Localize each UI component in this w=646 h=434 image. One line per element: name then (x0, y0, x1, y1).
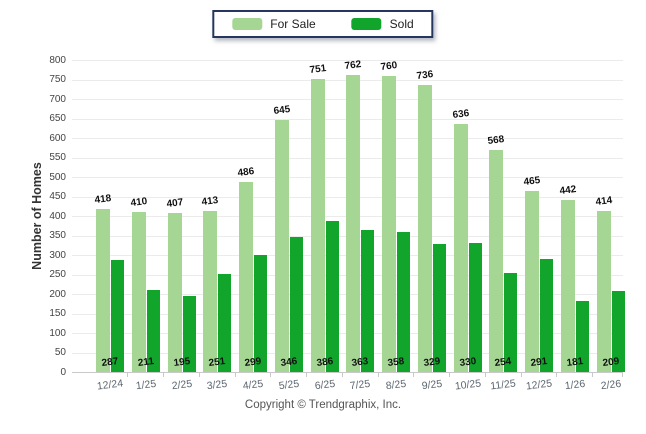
bar-for-sale (382, 75, 396, 372)
bar-sold (325, 221, 339, 372)
x-axis-tick (520, 372, 522, 377)
y-tick-label: 350 (49, 230, 66, 241)
x-axis-tick (449, 372, 451, 377)
y-tick-label: 750 (49, 74, 66, 85)
bar-sold (432, 243, 446, 372)
y-tick-label: 50 (54, 347, 66, 358)
y-tick-label: 0 (60, 366, 66, 378)
for-sale-value-label: 645 (272, 104, 291, 118)
x-axis-tick (163, 372, 165, 377)
x-axis-tick (127, 372, 129, 377)
bar-sold (397, 232, 410, 372)
bar-for-sale (203, 210, 218, 372)
y-axis-tick-labels: 0 50 100 150 200 250 300 350 400 450 500 550 600 650 7… (0, 55, 66, 378)
y-tick-label: 150 (49, 308, 66, 319)
x-axis-tick (234, 372, 236, 377)
bar-sold (111, 260, 124, 372)
for-sale-value-label: 636 (451, 107, 470, 121)
x-axis-line (72, 372, 623, 373)
gridline (72, 60, 623, 61)
copyright-text: Copyright © Trendgraphix, Inc. (244, 399, 402, 411)
bar-for-sale (167, 213, 182, 372)
for-sale-value-label: 568 (487, 134, 506, 148)
x-axis-tick (484, 372, 486, 377)
legend-item-for-sale: For Sale (232, 17, 316, 31)
bar-for-sale (417, 84, 432, 372)
x-axis-tick (341, 372, 343, 377)
sold-swatch-icon (351, 18, 382, 30)
x-axis-tick (592, 372, 594, 377)
x-axis-tick (622, 372, 623, 377)
chart-legend: For Sale Sold (212, 10, 434, 38)
bar-for-sale (346, 74, 361, 372)
y-tick-label: 300 (49, 249, 66, 261)
bar-for-sale (596, 210, 611, 372)
bar-for-sale (525, 190, 539, 372)
bar-sold (611, 290, 625, 372)
bar-sold (289, 237, 303, 372)
x-axis-tick (198, 372, 200, 377)
y-tick-label: 500 (49, 171, 66, 183)
bar-for-sale (274, 120, 289, 372)
x-axis-tick (270, 372, 272, 377)
y-tick-label: 100 (49, 327, 66, 339)
y-tick-label: 250 (49, 269, 66, 280)
bar-sold (540, 258, 553, 372)
y-tick-label: 400 (49, 210, 66, 222)
x-axis-tick (377, 372, 379, 377)
bar-for-sale (96, 208, 110, 372)
y-tick-label: 200 (49, 288, 66, 300)
legend-label-sold: Sold (389, 17, 414, 31)
plot-area: 418 287 410 211 407 195 413 251 486 299 645 346 751 3… (72, 59, 625, 377)
x-axis-tick (556, 372, 558, 377)
bar-for-sale (489, 150, 504, 372)
x-axis-tick (306, 372, 308, 377)
bar-sold (146, 289, 160, 372)
bar-sold (361, 230, 375, 372)
bar-sold (504, 272, 518, 372)
bar-for-sale (131, 212, 146, 372)
bar-sold (468, 243, 482, 372)
bar-for-sale (239, 182, 253, 372)
bar-sold (575, 301, 589, 372)
legend-label-for-sale: For Sale (270, 17, 316, 31)
y-tick-label: 600 (49, 132, 66, 144)
for-sale-value-label: 414 (594, 194, 613, 208)
for-sale-swatch-icon (232, 18, 263, 30)
bar-sold (218, 274, 232, 372)
y-tick-label: 650 (49, 113, 66, 124)
x-axis-tick-labels: 12/24 1/25 2/25 3/25 4/25 5/25 6/25 7/25 8/25 9/2… (72, 377, 623, 393)
y-tick-label: 700 (49, 93, 66, 105)
y-tick-label: 550 (49, 152, 66, 163)
x-axis-tick (413, 372, 415, 377)
bar-for-sale (560, 199, 575, 372)
y-tick-label: 800 (49, 54, 66, 66)
bar-sold (182, 295, 196, 372)
for-sale-value-label: 486 (236, 166, 255, 180)
bar-for-sale (310, 79, 325, 372)
legend-item-sold: Sold (351, 17, 414, 31)
bar-for-sale (453, 123, 468, 372)
bar-sold (254, 255, 267, 372)
y-tick-label: 450 (49, 191, 66, 202)
